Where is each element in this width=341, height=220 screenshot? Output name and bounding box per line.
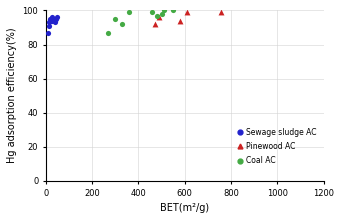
Point: [47, 21, 52, 24]
Point: [54, 15, 60, 19]
Point: [48, 19, 54, 22]
Point: [47, 17, 53, 21]
Point: [45, 31, 50, 34]
Point: [46, 24, 51, 28]
Point: [50, 17, 56, 21]
Point: [154, 14, 160, 17]
Point: [152, 22, 157, 26]
Point: [150, 10, 155, 14]
Legend: Sewage sludge AC, Pinewood AC, Coal AC: Sewage sludge AC, Pinewood AC, Coal AC: [234, 125, 320, 169]
Point: [52, 21, 57, 24]
Point: [119, 22, 125, 26]
Point: [106, 31, 111, 34]
Point: [177, 19, 183, 22]
Point: [170, 9, 176, 12]
Point: [53, 17, 58, 21]
Point: [184, 10, 190, 14]
Y-axis label: Hg adsorption efficiency(%): Hg adsorption efficiency(%): [7, 28, 17, 163]
Point: [161, 9, 167, 12]
Point: [113, 17, 118, 21]
Point: [49, 15, 55, 19]
X-axis label: BET(m²/g): BET(m²/g): [160, 203, 209, 213]
Point: [157, 15, 162, 19]
Point: [127, 10, 132, 14]
Point: [50, 19, 55, 22]
Point: [218, 10, 223, 14]
Point: [159, 12, 164, 16]
